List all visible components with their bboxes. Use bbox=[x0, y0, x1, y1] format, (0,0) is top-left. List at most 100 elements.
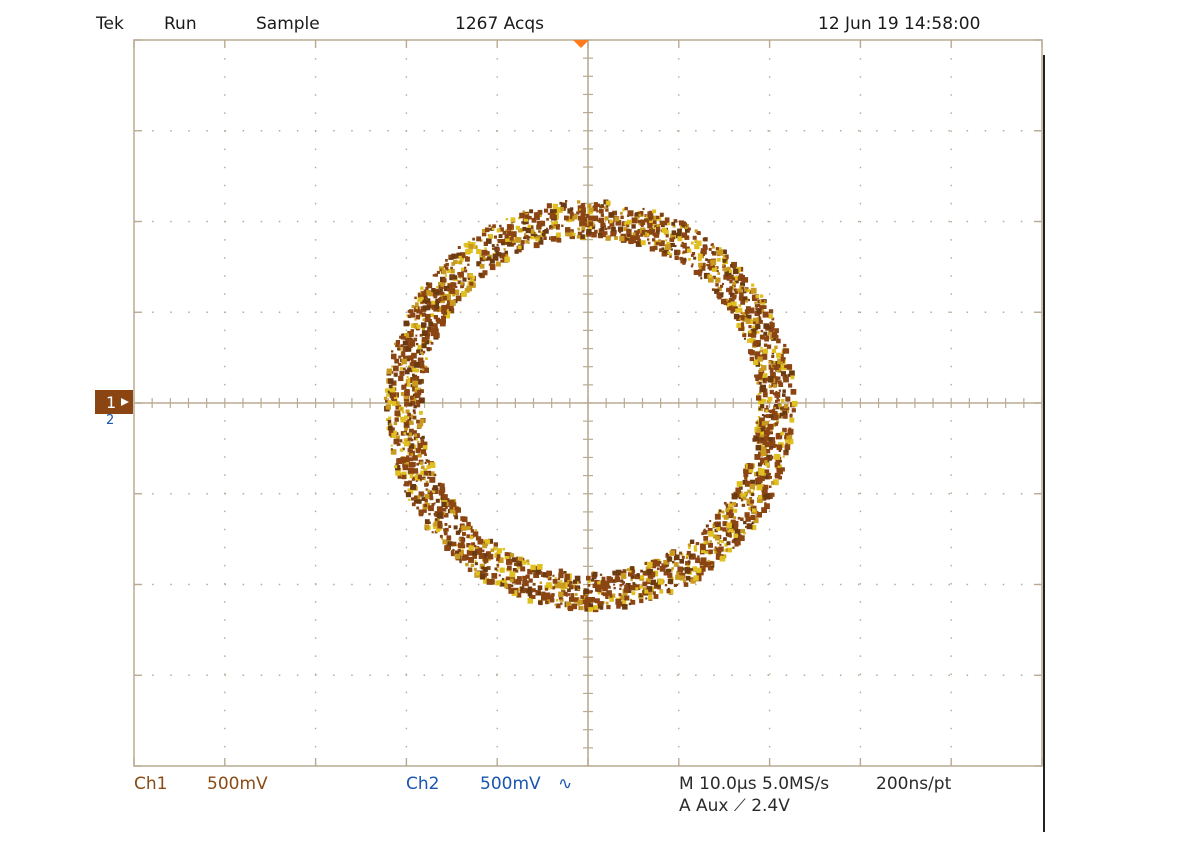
trace-sample bbox=[422, 436, 425, 439]
trace-sample bbox=[709, 248, 712, 251]
trace-sample bbox=[416, 438, 418, 440]
trace-sample bbox=[448, 283, 451, 286]
trace-sample bbox=[752, 326, 755, 329]
trace-sample bbox=[476, 536, 480, 540]
trace-sample bbox=[433, 274, 436, 277]
trace-sample bbox=[442, 269, 447, 274]
trace-sample bbox=[537, 217, 540, 220]
trace-sample bbox=[586, 576, 591, 581]
trace-sample bbox=[606, 201, 611, 206]
trace-sample bbox=[416, 463, 419, 466]
trace-sample bbox=[400, 408, 403, 411]
trace-sample bbox=[517, 566, 520, 569]
trace-sample bbox=[554, 604, 556, 606]
ch1-ground-marker[interactable]: 1 bbox=[95, 390, 133, 414]
trace-sample bbox=[433, 323, 438, 328]
trace-sample bbox=[408, 481, 412, 485]
trace-sample bbox=[755, 324, 760, 329]
trace-sample bbox=[544, 209, 548, 213]
trace-sample bbox=[475, 562, 478, 565]
trace-sample bbox=[580, 234, 585, 239]
trace-sample bbox=[740, 518, 744, 522]
trace-sample bbox=[775, 391, 777, 393]
trace-sample bbox=[775, 376, 777, 378]
trace-sample bbox=[727, 541, 731, 545]
trace-sample bbox=[504, 257, 510, 263]
trace-sample bbox=[682, 556, 685, 559]
trace-sample bbox=[592, 227, 595, 230]
trace-sample bbox=[431, 332, 435, 336]
trace-sample bbox=[427, 477, 429, 479]
trace-sample bbox=[751, 504, 753, 506]
trace-sample bbox=[599, 209, 604, 214]
trace-sample bbox=[763, 323, 769, 329]
trace-sample bbox=[506, 559, 512, 565]
ch2-ground-marker[interactable]: 2 bbox=[106, 413, 114, 428]
trace-sample bbox=[497, 548, 502, 553]
trace-sample bbox=[565, 227, 570, 232]
trace-sample bbox=[733, 509, 737, 513]
trace-sample bbox=[434, 333, 439, 338]
trace-sample bbox=[614, 236, 618, 240]
trace-sample bbox=[454, 516, 458, 520]
trace-sample bbox=[771, 355, 774, 358]
trace-sample bbox=[550, 587, 552, 589]
trace-sample bbox=[688, 563, 690, 565]
trace-sample bbox=[533, 583, 536, 586]
trace-sample bbox=[671, 248, 673, 250]
trace-sample bbox=[738, 304, 741, 307]
trace-sample bbox=[412, 374, 415, 377]
trace-sample bbox=[407, 413, 411, 417]
trace-sample bbox=[768, 397, 773, 402]
trace-sample bbox=[537, 221, 543, 227]
trace-sample bbox=[765, 410, 768, 413]
trace-sample bbox=[634, 236, 638, 240]
trace-sample bbox=[458, 538, 460, 540]
trace-sample bbox=[420, 287, 423, 290]
trace-sample bbox=[792, 401, 798, 407]
trace-sample bbox=[735, 540, 738, 543]
trace-sample bbox=[414, 297, 417, 300]
trace-sample bbox=[538, 600, 542, 604]
trace-sample bbox=[647, 238, 649, 240]
trace-sample bbox=[440, 529, 442, 531]
trace-sample bbox=[693, 257, 696, 260]
trace-sample bbox=[440, 487, 446, 493]
trace-sample bbox=[395, 417, 399, 421]
trace-sample bbox=[759, 382, 762, 385]
trace-sample bbox=[391, 445, 393, 447]
bandwidth-limit-icon: ∿ bbox=[558, 774, 572, 794]
trace-sample bbox=[456, 507, 461, 512]
trace-sample bbox=[734, 314, 740, 320]
trace-sample bbox=[619, 588, 621, 590]
trace-sample bbox=[450, 300, 456, 306]
trace-sample bbox=[453, 513, 455, 515]
trace-sample bbox=[422, 353, 424, 355]
trace-sample bbox=[425, 314, 431, 320]
trace-sample bbox=[700, 544, 706, 550]
trace-sample bbox=[394, 422, 397, 425]
trace-sample bbox=[766, 449, 770, 453]
trace-sample bbox=[757, 331, 760, 334]
trace-sample bbox=[599, 601, 604, 606]
trace-sample bbox=[624, 596, 629, 601]
trace-sample bbox=[483, 257, 486, 260]
trace-sample bbox=[743, 496, 747, 500]
trace-sample bbox=[538, 210, 543, 215]
trace-sample bbox=[611, 227, 616, 232]
trace-sample bbox=[688, 560, 691, 563]
trace-sample bbox=[400, 449, 403, 452]
trace-sample bbox=[735, 291, 738, 294]
trace-sample bbox=[448, 525, 451, 528]
trace-sample bbox=[756, 421, 758, 423]
trace-sample bbox=[556, 599, 558, 601]
trace-sample bbox=[505, 552, 509, 556]
trace-sample bbox=[738, 308, 743, 313]
trace-sample bbox=[765, 314, 767, 316]
trace-sample bbox=[507, 224, 513, 230]
trace-sample bbox=[410, 453, 413, 456]
trace-sample bbox=[520, 566, 525, 571]
trace-sample bbox=[639, 585, 643, 589]
trace-sample bbox=[647, 579, 651, 583]
trace-sample bbox=[709, 268, 712, 271]
